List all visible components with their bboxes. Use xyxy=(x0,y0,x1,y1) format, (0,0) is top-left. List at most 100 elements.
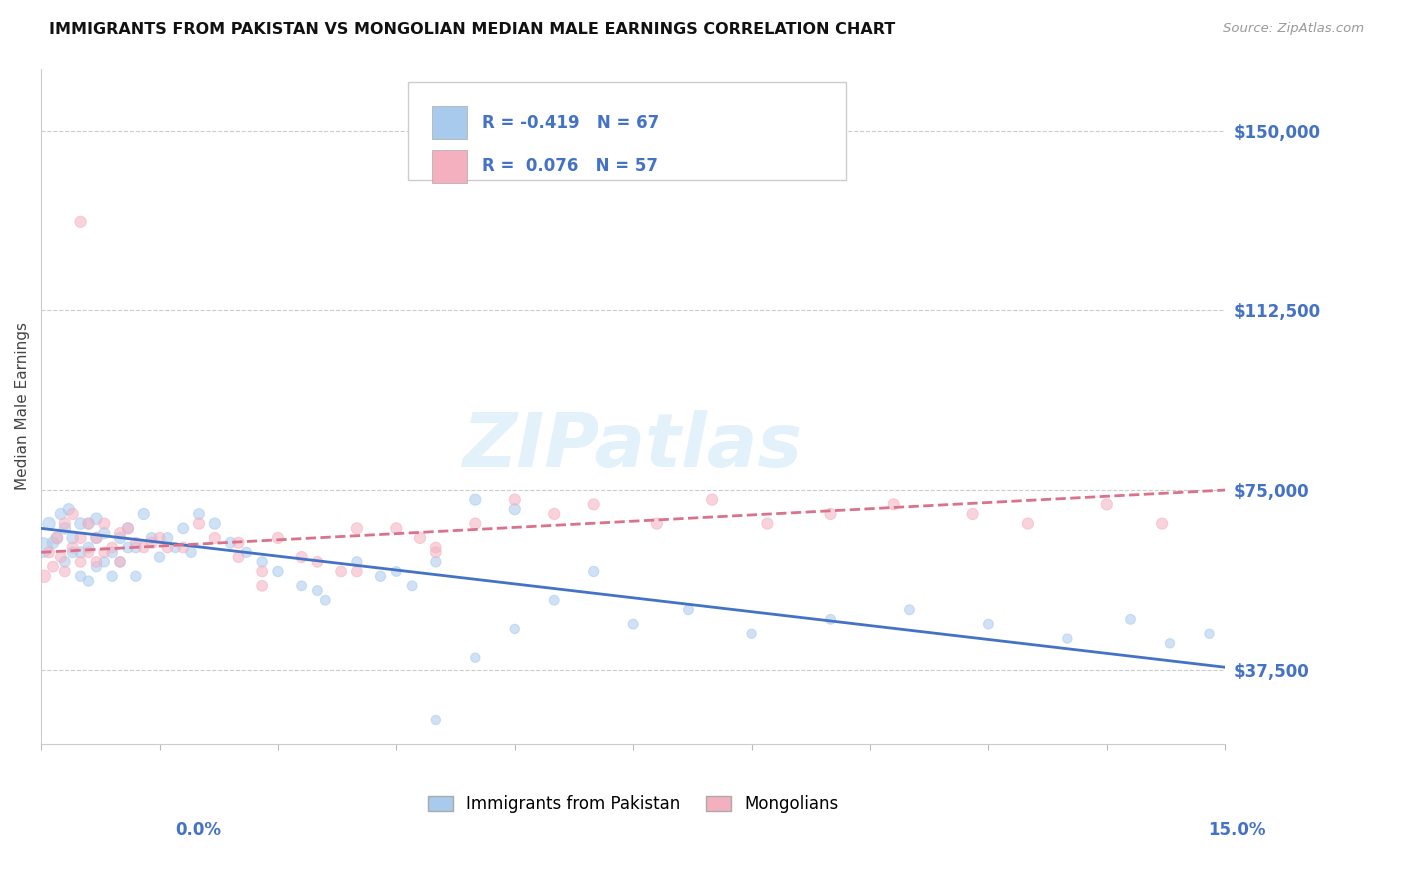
Point xyxy=(409,531,432,545)
Point xyxy=(370,569,392,583)
Point xyxy=(132,541,155,555)
Point xyxy=(385,521,408,535)
Point xyxy=(69,516,91,531)
Point xyxy=(45,531,67,545)
Point xyxy=(125,541,148,555)
Point xyxy=(425,541,447,555)
Point xyxy=(1119,612,1142,626)
Point xyxy=(172,541,194,555)
Point xyxy=(117,541,139,555)
FancyBboxPatch shape xyxy=(408,82,846,180)
Point xyxy=(69,215,91,229)
Point xyxy=(58,502,80,516)
Point xyxy=(385,565,408,579)
Point xyxy=(86,555,108,569)
Point xyxy=(228,535,250,549)
Point xyxy=(86,512,108,526)
Point xyxy=(464,492,486,507)
Point xyxy=(77,516,100,531)
Point xyxy=(69,545,91,559)
Point xyxy=(93,545,115,559)
Point xyxy=(314,593,336,607)
Point xyxy=(141,531,163,545)
Point xyxy=(291,579,314,593)
Point xyxy=(132,507,155,521)
Point xyxy=(1159,636,1181,650)
Point xyxy=(77,545,100,559)
Point xyxy=(93,516,115,531)
Point xyxy=(307,583,329,598)
Point xyxy=(1017,516,1039,531)
Point xyxy=(38,516,60,531)
Point xyxy=(53,565,76,579)
Point xyxy=(125,569,148,583)
Point xyxy=(101,545,124,559)
Point xyxy=(45,531,67,545)
Point xyxy=(62,541,84,555)
Point xyxy=(621,617,644,632)
Point xyxy=(1152,516,1174,531)
Point xyxy=(69,555,91,569)
Point xyxy=(582,565,605,579)
Point xyxy=(425,713,447,727)
Point xyxy=(108,531,131,545)
Point xyxy=(108,555,131,569)
Point xyxy=(582,497,605,511)
FancyBboxPatch shape xyxy=(432,105,467,139)
Point xyxy=(108,526,131,541)
Point xyxy=(543,507,565,521)
Point xyxy=(86,531,108,545)
Point xyxy=(172,521,194,535)
Text: ZIPatlas: ZIPatlas xyxy=(463,410,803,483)
Point xyxy=(503,492,526,507)
Point xyxy=(188,516,211,531)
Point xyxy=(204,516,226,531)
Point xyxy=(503,502,526,516)
Point xyxy=(101,541,124,555)
Point xyxy=(148,531,170,545)
Point xyxy=(117,521,139,535)
Point xyxy=(820,612,842,626)
Text: IMMIGRANTS FROM PAKISTAN VS MONGOLIAN MEDIAN MALE EARNINGS CORRELATION CHART: IMMIGRANTS FROM PAKISTAN VS MONGOLIAN ME… xyxy=(49,22,896,37)
Point xyxy=(1095,497,1118,511)
Point xyxy=(86,559,108,574)
Point xyxy=(883,497,905,511)
Text: 0.0%: 0.0% xyxy=(176,821,222,838)
Point xyxy=(756,516,779,531)
Point xyxy=(31,541,53,555)
Text: R =  0.076   N = 57: R = 0.076 N = 57 xyxy=(482,158,658,176)
Point xyxy=(741,626,763,640)
Point xyxy=(101,569,124,583)
Point xyxy=(425,555,447,569)
Point xyxy=(346,555,368,569)
Point xyxy=(346,521,368,535)
Text: 15.0%: 15.0% xyxy=(1208,821,1265,838)
Text: Source: ZipAtlas.com: Source: ZipAtlas.com xyxy=(1223,22,1364,36)
Point xyxy=(42,535,65,549)
Point xyxy=(141,535,163,549)
Point xyxy=(108,555,131,569)
Legend: Immigrants from Pakistan, Mongolians: Immigrants from Pakistan, Mongolians xyxy=(427,796,838,814)
Point xyxy=(156,541,179,555)
Point xyxy=(330,565,353,579)
Point xyxy=(291,550,314,565)
Point xyxy=(77,574,100,588)
Point xyxy=(156,531,179,545)
Point xyxy=(38,545,60,559)
Point xyxy=(93,555,115,569)
Y-axis label: Median Male Earnings: Median Male Earnings xyxy=(15,322,30,491)
Point xyxy=(267,565,290,579)
Text: R = -0.419   N = 67: R = -0.419 N = 67 xyxy=(482,113,659,131)
Point xyxy=(62,507,84,521)
Point xyxy=(464,516,486,531)
Point xyxy=(250,555,273,569)
Point xyxy=(503,622,526,636)
Point xyxy=(962,507,984,521)
Point xyxy=(204,531,226,545)
Point xyxy=(148,550,170,565)
FancyBboxPatch shape xyxy=(432,150,467,184)
Point xyxy=(180,545,202,559)
Point xyxy=(62,545,84,559)
Point xyxy=(307,555,329,569)
Point xyxy=(49,550,72,565)
